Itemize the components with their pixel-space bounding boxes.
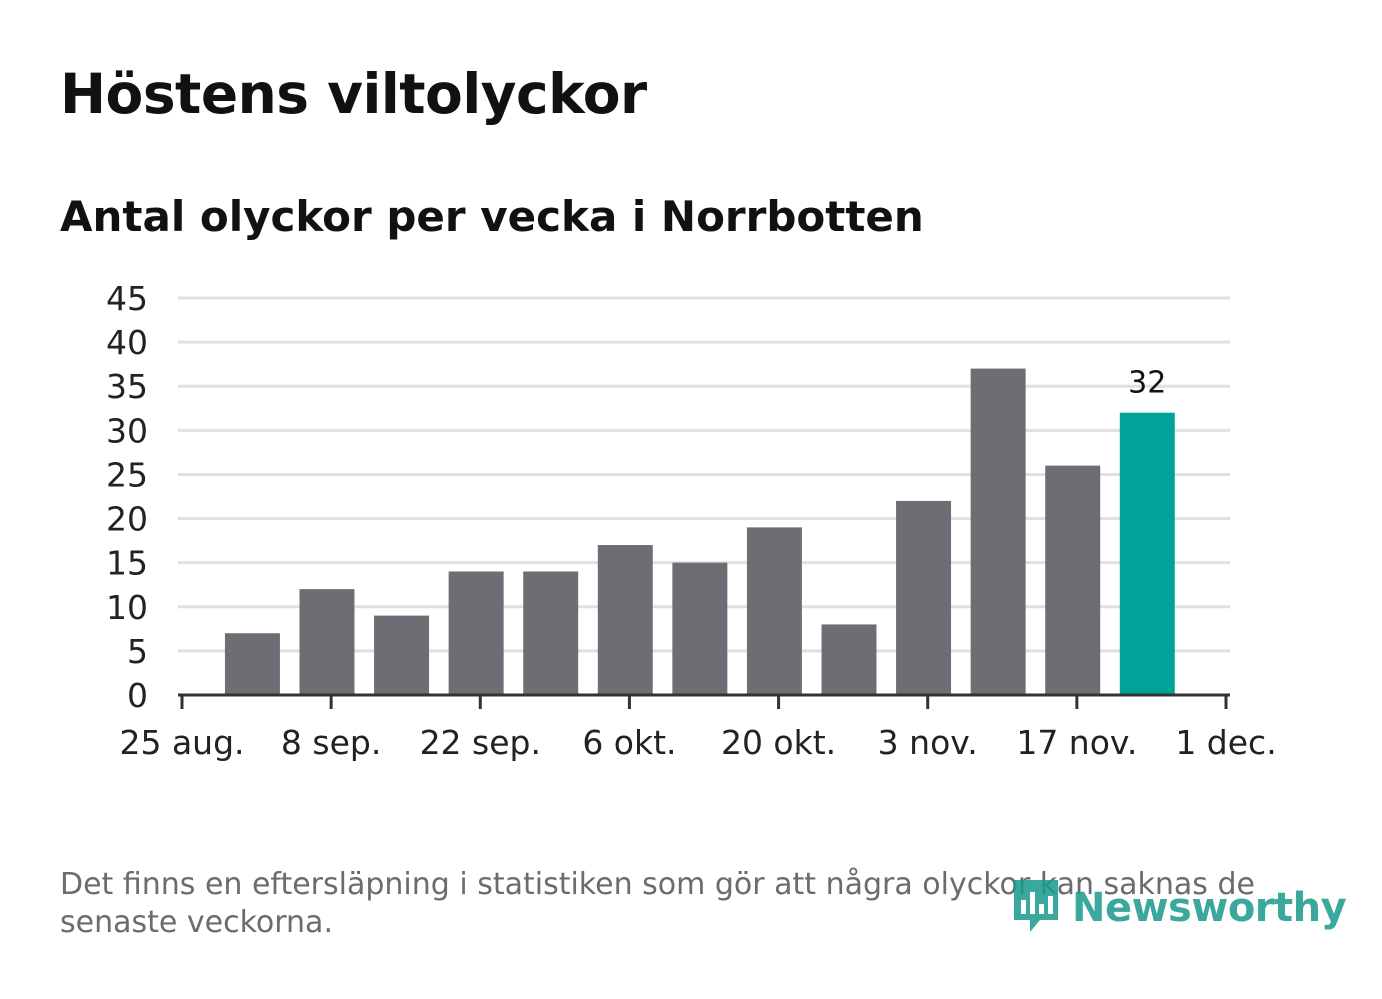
x-tick-label: 22 sep.: [420, 723, 541, 762]
bar: [821, 624, 877, 695]
logo-text: Newsworthy: [1072, 885, 1347, 931]
chart-subtitle: Antal olyckor per vecka i Norrbotten: [60, 192, 924, 241]
bars: [224, 368, 1175, 695]
bar: [374, 615, 430, 695]
bar: [1119, 412, 1175, 695]
x-axis-ticks: 25 aug. 8 sep. 22 sep. 6 okt. 20 okt. 3 nov. 1…: [119, 695, 1277, 762]
bar: [970, 368, 1026, 695]
y-tick-label: 30: [106, 411, 148, 450]
newsworthy-logo[interactable]: Newsworthy: [1010, 876, 1347, 940]
y-tick-label: 45: [106, 279, 148, 318]
y-axis-ticks: 0 5 10 15 20 25 30 35 40 45: [106, 279, 148, 715]
y-tick-label: 40: [106, 323, 148, 362]
y-tick-label: 35: [106, 367, 148, 406]
bar: [597, 545, 653, 695]
data-label: 32: [1128, 366, 1166, 401]
x-tick-label: 8 sep.: [281, 723, 381, 762]
bar-chart: 0 5 10 15 20 25 30 35 40 45 25 aug. 8 sep. 22 sep. 6…: [106, 279, 1277, 762]
bar: [746, 527, 802, 695]
bar: [299, 589, 355, 695]
x-tick-label: 25 aug.: [119, 723, 244, 762]
bar: [523, 571, 579, 695]
x-tick-label: 20 okt.: [721, 723, 836, 762]
bar: [896, 500, 952, 695]
y-tick-label: 10: [106, 588, 148, 627]
y-tick-label: 15: [106, 544, 148, 583]
y-tick-label: 20: [106, 500, 148, 539]
chart-title: Höstens viltolyckor: [60, 62, 647, 126]
y-tick-label: 25: [106, 455, 148, 494]
data-labels: 32: [1128, 366, 1166, 401]
bar: [672, 562, 728, 695]
bar: [224, 633, 280, 695]
y-tick-label: 0: [127, 676, 148, 715]
x-tick-label: 17 nov.: [1016, 723, 1137, 762]
bar-chart-badge-icon: [1010, 876, 1062, 940]
y-tick-label: 5: [127, 632, 148, 671]
bar: [448, 571, 504, 695]
x-tick-label: 1 dec.: [1175, 723, 1276, 762]
x-tick-label: 3 nov.: [878, 723, 978, 762]
x-tick-label: 6 okt.: [582, 723, 676, 762]
bar: [1045, 465, 1101, 695]
